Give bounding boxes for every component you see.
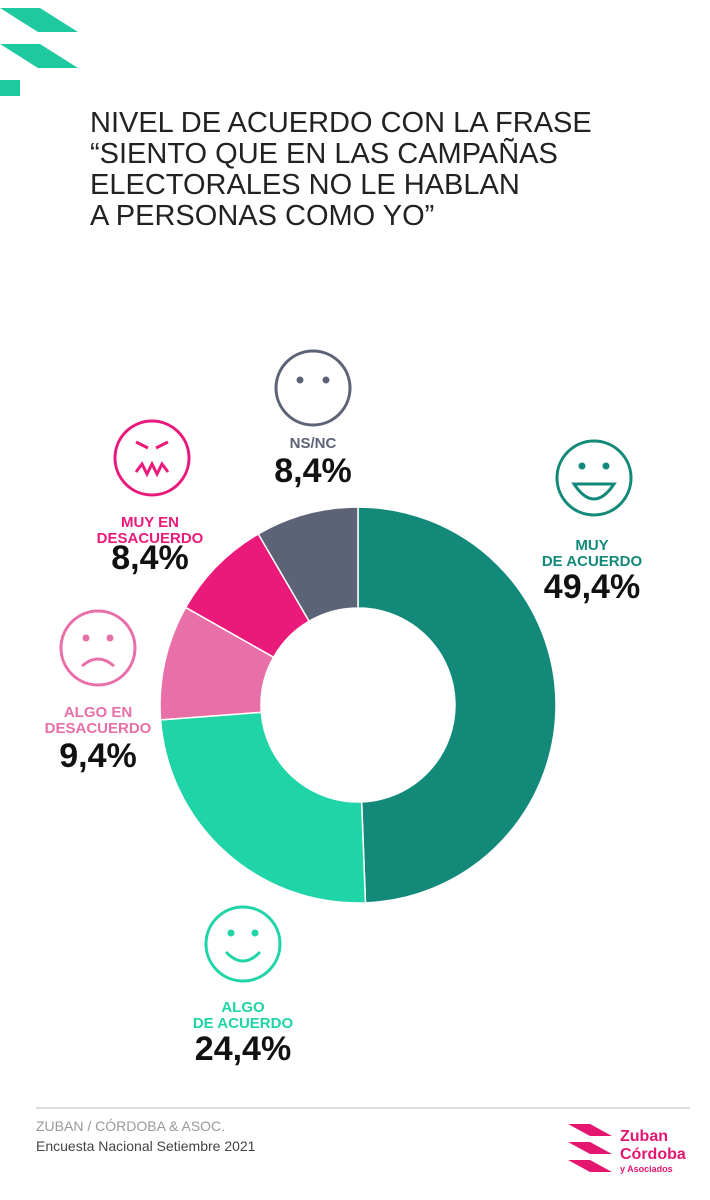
value-label: 9,4% bbox=[59, 737, 137, 775]
category-label: ALGO EN DESACUERDO bbox=[44, 704, 152, 737]
logo-mark bbox=[568, 1124, 612, 1172]
category-label: MUY DE ACUERDO bbox=[541, 537, 643, 570]
value-label: 49,4% bbox=[543, 568, 641, 606]
value-label: 24,4% bbox=[194, 1030, 292, 1068]
donut-segment bbox=[159, 711, 367, 904]
category-label: NS/NC bbox=[289, 435, 337, 452]
logo-text: Córdoba bbox=[620, 1146, 686, 1163]
value-label: 8,4% bbox=[111, 539, 189, 577]
donut-segment bbox=[357, 506, 557, 904]
category-label: MUY EN DESACUERDO bbox=[96, 514, 204, 547]
logo-text: y Asociados bbox=[620, 1164, 673, 1174]
logo-text: Zuban bbox=[620, 1128, 668, 1145]
category-label: ALGO DE ACUERDO bbox=[192, 999, 294, 1032]
note: Encuesta Nacional Setiembre 2021 bbox=[36, 1138, 256, 1154]
face-icons bbox=[59, 349, 633, 983]
donut-segment bbox=[257, 506, 359, 623]
title: NIVEL DE ACUERDO CON LA FRASE “SIENTO QU… bbox=[90, 107, 592, 232]
decor-stripes bbox=[0, 8, 78, 96]
value-label: 8,4% bbox=[274, 452, 352, 490]
source: ZUBAN / CÓRDOBA & ASOC. bbox=[36, 1118, 226, 1134]
